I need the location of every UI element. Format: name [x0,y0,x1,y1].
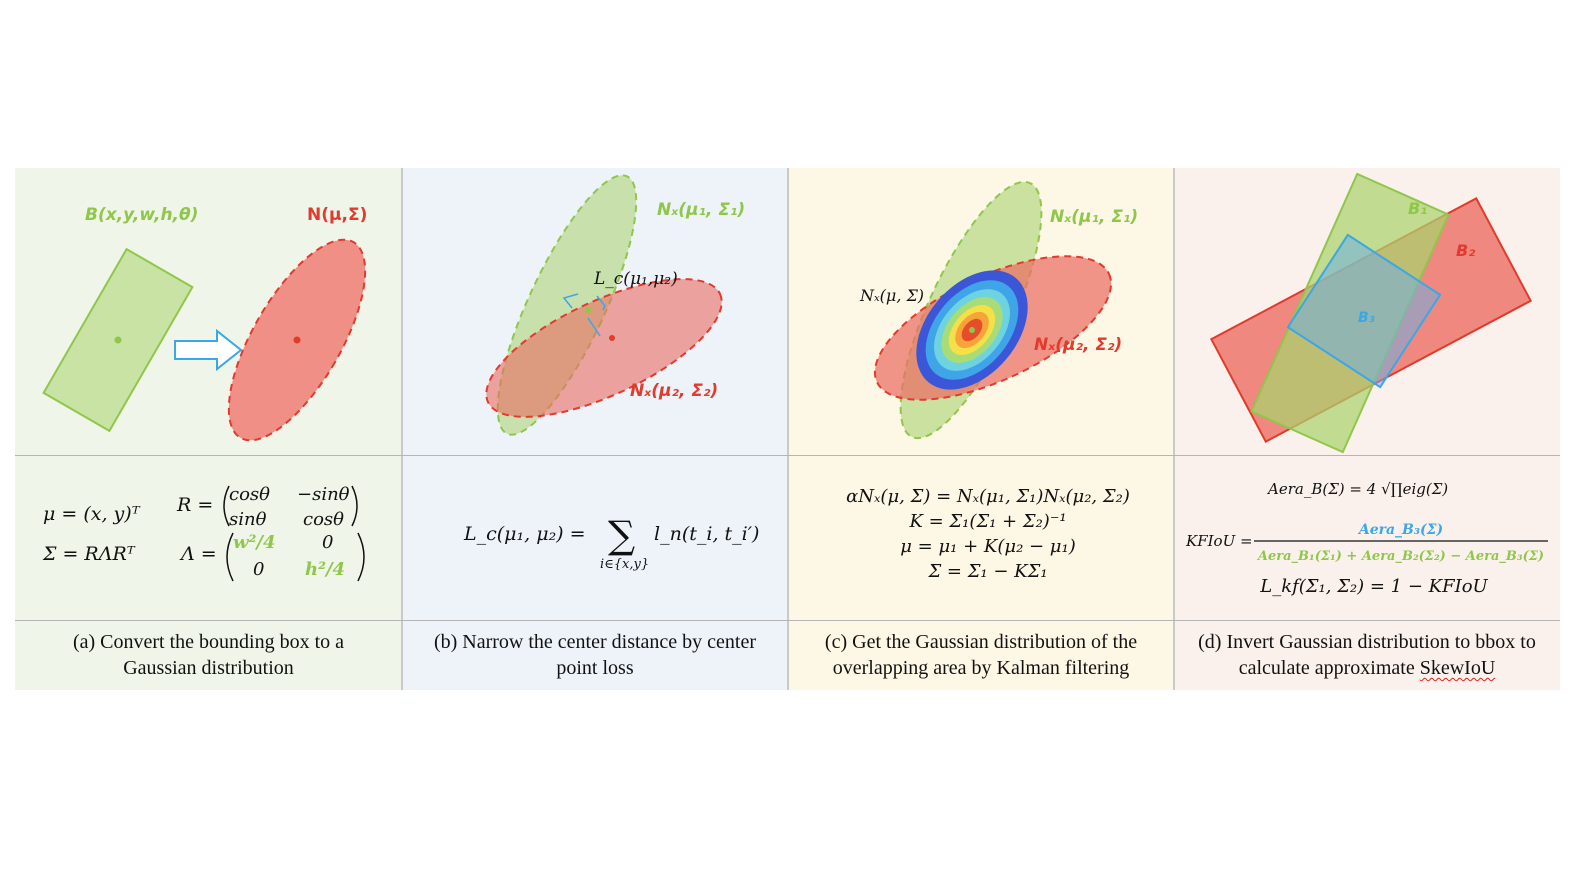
box-3-label: B₃ [1358,310,1375,326]
panel-c: Nₓ(μ, Σ) Nₓ(μ₁, Σ₁) Nₓ(μ₂, Σ₂) αNₓ(μ, Σ)… [788,168,1174,690]
box-2-label: B₂ [1456,241,1475,260]
fused-gaussian-heatmap [916,270,1028,390]
caption-c: (c) Get the Gaussian distribution of the… [788,620,1174,690]
caption-a: (a) Convert the bounding box to a Gaussi… [15,620,402,690]
box-center-dot [114,336,122,344]
center-2-dot [609,335,615,341]
panel-b: Nₓ(μ₁, Σ₁) Nₓ(μ₂, Σ₂) L_c(μ₁,μ₂) L_c(μ₁,… [402,168,788,690]
kalman-formula-1: αNₓ(μ, Σ) = Nₓ(μ₁, Σ₁)Nₓ(μ₂, Σ₂) [846,486,1130,507]
sum-subscript: i∈{x,y} [600,557,649,572]
caption-c-line1: (c) Get the Gaussian distribution of the [824,631,1138,653]
caption-b-line2: point loss [556,657,634,679]
caption-d-line2: calculate approximate [1238,657,1420,679]
caption-d-line1: (d) Invert Gaussian distribution to bbox… [1198,631,1536,653]
panel-a-diagram: B(x,y,w,h,θ) N(μ,Σ) [42,205,367,442]
center-distance-bracket [562,293,606,337]
box-3-rect [1286,233,1442,389]
caption-d: (d) Invert Gaussian distribution to bbox… [1174,620,1560,690]
kfiou-denominator: Aera_B₁(Σ₁) + Aera_B₂(Σ₂) − Aera_B₃(Σ) [1256,549,1544,564]
divider-diagram-formula [15,455,1560,456]
kalman-formula-3: μ = μ₁ + K(μ₂ − μ₁) [900,536,1076,557]
panel-b-diagram: Nₓ(μ₁, Σ₁) Nₓ(μ₂, Σ₂) L_c(μ₁,μ₂) L_c(μ₁,… [463,174,759,572]
divider-bc [787,168,789,690]
caption-b: (b) Narrow the center distance by center… [402,620,788,690]
convert-arrow-icon [174,328,243,372]
fused-center-dot [969,327,975,333]
fused-gaussian-label: Nₓ(μ, Σ) [859,286,924,305]
caption-d-skewiou: SkewIoU [1419,657,1496,679]
gaussian-1-label: Nₓ(μ₁, Σ₁) [1050,207,1138,227]
kfiou-lhs: KFIoU = [1185,532,1253,550]
kalman-formula-4: Σ = Σ₁ − KΣ₁ [927,561,1047,582]
center-loss-lhs: L_c(μ₁, μ₂) = [463,523,586,545]
divider-ab [401,168,403,690]
center-loss-label: L_c(μ₁,μ₂) [593,269,678,289]
box-1-label: B₁ [1408,199,1427,218]
gaussian-center-dot [293,336,301,344]
gaussian-2-label: Nₓ(μ₂, Σ₂) [630,381,718,401]
gaussian-1-label: Nₓ(μ₁, Σ₁) [657,200,745,220]
gaussian-2-label: Nₓ(μ₂, Σ₂) [1034,335,1122,355]
divider-formula-caption [15,620,1560,621]
center-loss-rhs: l_n(t_i, t_i′) [654,523,759,545]
box-label: B(x,y,w,h,θ) [85,205,198,225]
center-1-dot [585,307,591,313]
area-formula: Aera_B(Σ) = 4 √∏eig(Σ) [1266,480,1448,498]
sum-symbol: ∑ [608,513,635,557]
caption-a-line1: (a) Convert the bounding box to a [72,631,345,653]
caption-b-line1: (b) Narrow the center distance by center [433,631,757,653]
caption-c-line2: overlapping area by Kalman filtering [832,657,1130,679]
panel-c-diagram: Nₓ(μ, Σ) Nₓ(μ₁, Σ₁) Nₓ(μ₂, Σ₂) αNₓ(μ, Σ)… [846,180,1138,582]
divider-cd [1173,168,1175,690]
figure: B(x,y,w,h,θ) N(μ,Σ) μ = (x, y)ᵀ Σ = RΛRᵀ… [15,168,1560,690]
kfiou-numerator: Aera_B₃(Σ) [1357,522,1443,538]
caption-a-line2: Gaussian distribution [123,657,294,679]
panel-a: B(x,y,w,h,θ) N(μ,Σ) μ = (x, y)ᵀ Σ = RΛRᵀ… [15,168,402,690]
gaussian-label: N(μ,Σ) [307,205,367,225]
panel-d-diagram: B₁ B₂ B₃ Aera_B(Σ) = 4 √∏eig(Σ) KFIoU = … [1185,172,1548,597]
kf-loss-formula: L_kf(Σ₁, Σ₂) = 1 − KFIoU [1259,576,1488,597]
kalman-formula-2: K = Σ₁(Σ₁ + Σ₂)⁻¹ [908,511,1066,532]
gaussian-2-ellipse [485,278,723,418]
panel-d: B₁ B₂ B₃ Aera_B(Σ) = 4 √∏eig(Σ) KFIoU = … [1174,168,1560,690]
